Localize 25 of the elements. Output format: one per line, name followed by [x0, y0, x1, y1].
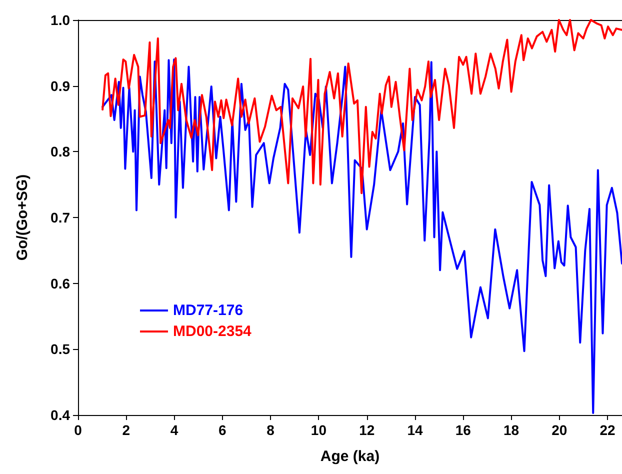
x-tick-label: 16: [455, 422, 472, 438]
legend-label: MD00-2354: [173, 323, 252, 340]
x-axis-title: Age (ka): [320, 448, 380, 465]
x-tick-label: 18: [503, 422, 520, 438]
y-tick-label: 1.0: [50, 12, 70, 28]
x-tick-label: 12: [359, 422, 375, 438]
y-tick-label: 0.5: [50, 341, 70, 358]
x-tick-label: 10: [310, 422, 327, 438]
y-tick-label: 0.4: [50, 407, 70, 423]
y-tick-label: 0.8: [50, 144, 70, 160]
line-series: [102, 58, 622, 414]
y-tick-label: 0.9: [50, 78, 70, 94]
x-tick-label: 4: [170, 422, 178, 438]
y-tick-label: 0.7: [50, 210, 70, 226]
x-tick-label: 2: [122, 422, 130, 438]
legend-label: MD77-176: [173, 302, 244, 319]
y-axis-title: Go/(Go+SG): [14, 174, 31, 261]
x-tick-label: 8: [266, 422, 275, 438]
line-series: [102, 19, 622, 194]
y-tick-label: 0.6: [50, 275, 70, 292]
x-tick-label: 22: [600, 422, 616, 438]
x-tick-label: 6: [218, 422, 227, 438]
x-tick-label: 14: [407, 422, 423, 438]
x-tick-label: 20: [552, 422, 568, 438]
x-tick-label: 0: [74, 422, 82, 438]
